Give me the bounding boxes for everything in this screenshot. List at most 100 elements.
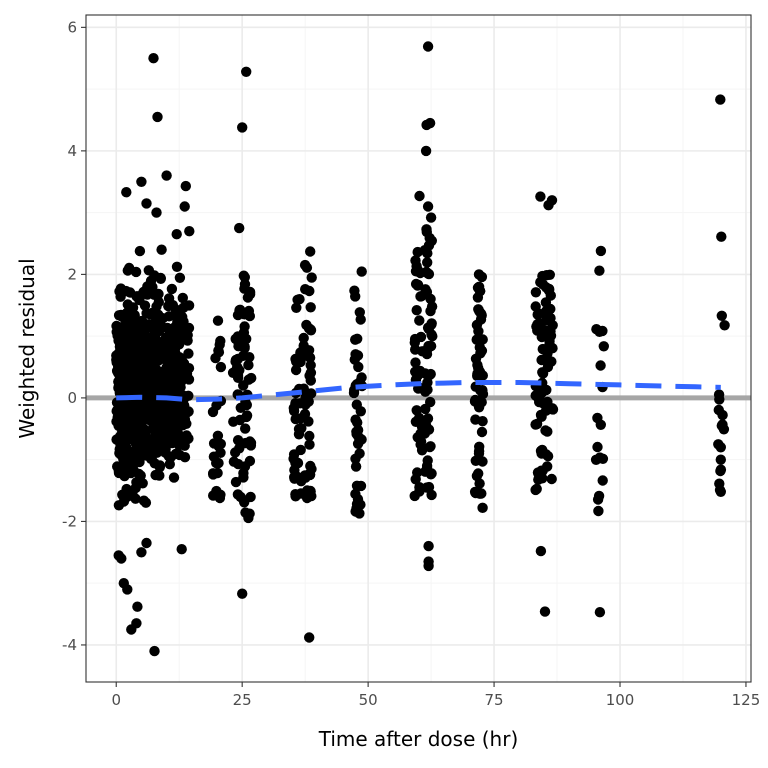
data-point xyxy=(141,441,153,452)
data-point-outlier xyxy=(131,618,142,629)
data-point xyxy=(154,460,166,471)
data-point xyxy=(350,291,361,302)
data-point xyxy=(305,375,316,386)
data-point xyxy=(411,405,422,416)
data-point xyxy=(304,439,315,450)
data-point-outlier xyxy=(234,222,245,234)
data-point xyxy=(142,289,153,300)
data-point xyxy=(227,367,239,378)
data-point-outlier xyxy=(594,607,606,618)
y-axis-title: Weighted residual xyxy=(15,258,39,438)
data-point xyxy=(144,340,155,352)
data-point-outlier xyxy=(151,207,162,218)
smooth-trend-line xyxy=(116,380,721,403)
data-point xyxy=(177,320,189,331)
data-point-outlier xyxy=(595,245,607,257)
data-point xyxy=(171,261,183,272)
data-point xyxy=(174,352,185,363)
data-point xyxy=(542,426,553,437)
data-point xyxy=(546,356,557,367)
data-point-outlier xyxy=(156,244,167,255)
data-point-outlier xyxy=(171,229,182,240)
data-point-outlier xyxy=(299,259,311,271)
data-point-outlier xyxy=(716,231,727,242)
data-point xyxy=(243,359,254,371)
data-point xyxy=(151,447,163,458)
data-point-outlier xyxy=(121,187,132,198)
data-point xyxy=(299,408,311,420)
data-point-outlier xyxy=(152,111,163,123)
data-point xyxy=(477,385,488,396)
data-point-outlier xyxy=(426,489,437,501)
data-point xyxy=(546,473,557,485)
data-point xyxy=(719,320,730,331)
data-point xyxy=(115,383,126,394)
data-point-outlier xyxy=(149,645,160,657)
data-point xyxy=(213,440,224,452)
data-point-outlier xyxy=(535,545,547,557)
data-point xyxy=(183,300,195,311)
data-point xyxy=(115,283,127,294)
data-point xyxy=(111,416,122,427)
data-point xyxy=(177,292,188,304)
data-point xyxy=(421,286,433,298)
data-point xyxy=(591,324,602,335)
y-tick-label: 6 xyxy=(67,18,77,36)
y-axis-ticks: -4 -2 0 2 4 6 xyxy=(62,18,86,654)
data-point xyxy=(179,452,191,463)
data-point-outlier xyxy=(423,560,434,572)
data-point-outlier xyxy=(594,265,605,276)
data-point xyxy=(244,436,256,447)
data-point xyxy=(145,362,157,374)
data-point xyxy=(413,265,424,276)
data-point xyxy=(597,475,608,486)
data-point xyxy=(122,434,133,446)
data-point xyxy=(241,410,253,421)
data-point xyxy=(547,403,558,414)
data-point-outlier xyxy=(473,269,485,280)
data-point xyxy=(592,494,604,505)
x-tick-label: 25 xyxy=(233,691,252,709)
data-point xyxy=(471,470,483,482)
data-point xyxy=(244,310,255,322)
data-point xyxy=(143,265,154,276)
data-point xyxy=(290,353,301,365)
data-point xyxy=(533,468,544,480)
data-point xyxy=(350,349,361,360)
data-point xyxy=(290,364,302,376)
data-point xyxy=(542,451,554,462)
data-point xyxy=(421,346,432,357)
data-point-outlier xyxy=(715,486,726,497)
data-point xyxy=(425,441,436,452)
data-point-outlier xyxy=(715,442,726,453)
data-point-outlier xyxy=(184,226,195,237)
data-point xyxy=(174,272,186,283)
y-tick-label: -2 xyxy=(62,512,77,530)
data-point-outlier xyxy=(241,66,252,78)
data-point xyxy=(141,308,152,319)
data-point xyxy=(213,345,224,356)
data-point xyxy=(356,266,367,277)
data-point xyxy=(422,455,433,466)
data-point xyxy=(426,318,437,329)
data-point xyxy=(162,322,173,334)
data-point xyxy=(541,282,552,293)
plot-panel-border xyxy=(85,14,752,683)
data-point xyxy=(592,441,603,453)
data-point-outlier xyxy=(141,537,152,549)
data-point xyxy=(476,488,487,499)
data-point xyxy=(244,455,256,467)
data-point-outlier xyxy=(176,544,187,555)
data-point xyxy=(530,301,541,312)
data-point xyxy=(134,456,145,468)
data-point xyxy=(426,329,437,340)
data-point-outlier xyxy=(424,117,436,129)
data-point-outlier xyxy=(422,201,434,212)
data-point xyxy=(111,350,122,361)
data-point xyxy=(230,447,241,458)
data-point xyxy=(714,478,725,489)
data-point xyxy=(351,426,362,437)
data-point xyxy=(713,389,725,400)
data-point-outlier xyxy=(715,94,726,105)
